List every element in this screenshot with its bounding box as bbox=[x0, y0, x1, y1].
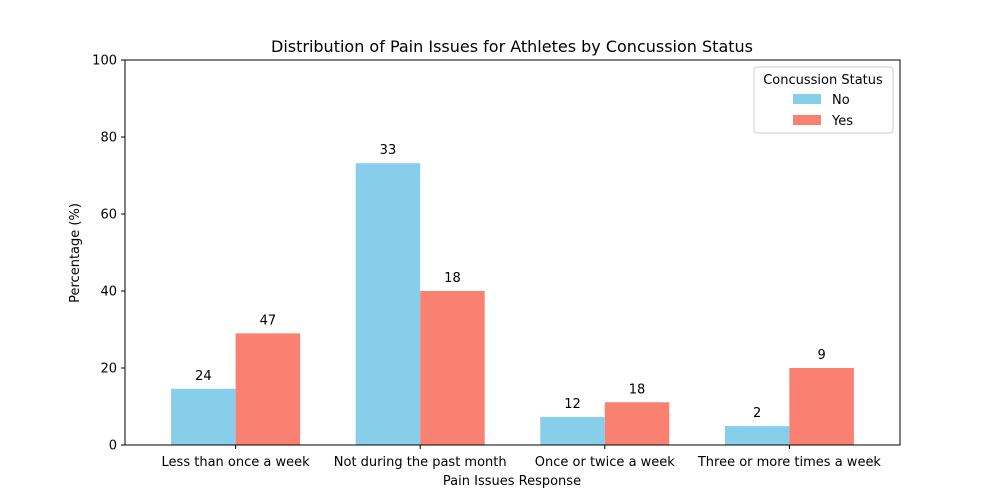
bar-yes-1 bbox=[235, 333, 301, 445]
legend-swatch-no bbox=[793, 94, 821, 104]
data-label-no-3: 12 bbox=[564, 397, 581, 412]
legend-label-no: No bbox=[832, 93, 850, 108]
data-label-yes-4: 9 bbox=[818, 348, 826, 363]
chart-title: Distribution of Pain Issues for Athletes… bbox=[271, 37, 753, 56]
data-label-no-1: 24 bbox=[195, 369, 212, 384]
x-tick-label: Not during the past month bbox=[334, 455, 507, 470]
y-tick-label: 0 bbox=[109, 439, 117, 454]
y-tick-label: 60 bbox=[100, 208, 117, 223]
bar-yes-4 bbox=[789, 368, 854, 445]
legend-swatch-yes bbox=[793, 115, 821, 125]
data-label-yes-3: 18 bbox=[629, 382, 646, 397]
bar-yes-3 bbox=[604, 402, 670, 445]
legend: Concussion Status No Yes bbox=[753, 66, 894, 134]
data-label-no-4: 2 bbox=[753, 406, 761, 421]
y-tick-label: 100 bbox=[92, 54, 117, 69]
bars-layer bbox=[171, 163, 854, 445]
legend-title: Concussion Status bbox=[763, 73, 883, 88]
data-label-no-2: 33 bbox=[380, 143, 397, 158]
data-labels-layer: 24 33 12 2 47 18 18 9 bbox=[195, 143, 826, 421]
x-tick-label: Less than once a week bbox=[162, 455, 311, 470]
x-axis: Less than once a week Not during the past… bbox=[162, 445, 882, 470]
bar-no-2 bbox=[355, 163, 421, 445]
plot-frame bbox=[124, 59, 901, 446]
x-tick-label: Three or more times a week bbox=[697, 455, 882, 470]
y-tick-label: 40 bbox=[100, 285, 117, 300]
x-axis-label: Pain Issues Response bbox=[443, 474, 581, 489]
bar-no-4 bbox=[724, 426, 790, 445]
data-label-yes-1: 47 bbox=[260, 313, 277, 328]
bar-yes-2 bbox=[420, 291, 485, 445]
y-tick-label: 20 bbox=[100, 362, 117, 377]
legend-box bbox=[753, 66, 894, 134]
y-axis-label: Percentage (%) bbox=[68, 203, 83, 303]
data-label-yes-2: 18 bbox=[444, 271, 461, 286]
bar-no-1 bbox=[171, 388, 236, 445]
y-tick-label: 80 bbox=[100, 131, 117, 146]
x-tick-label: Once or twice a week bbox=[535, 455, 676, 470]
bar-no-3 bbox=[540, 416, 605, 445]
legend-label-yes: Yes bbox=[831, 114, 853, 129]
y-axis: 0 20 40 60 80 100 bbox=[92, 54, 125, 454]
